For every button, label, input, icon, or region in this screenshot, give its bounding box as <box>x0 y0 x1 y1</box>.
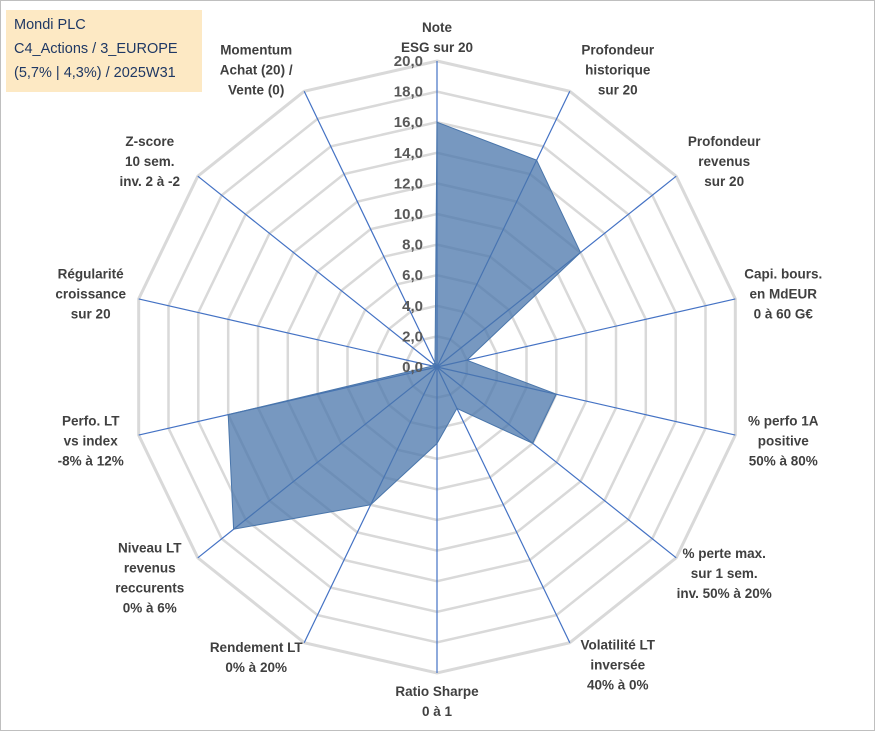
tick-label: 16,0 <box>394 114 423 131</box>
tick-label: 8,0 <box>402 237 423 254</box>
axis-label: Niveau LT <box>118 541 182 556</box>
axis-label: 10 sem. <box>125 154 175 169</box>
axis-label: sur 20 <box>704 174 744 189</box>
axis-label: Profondeur <box>688 134 761 149</box>
series-layer <box>227 121 582 530</box>
axis-label: -8% à 12% <box>58 453 124 468</box>
axis-label: 0 à 1 <box>422 704 453 719</box>
period-label: (5,7% | 4,3%) / 2025W31 <box>14 65 176 81</box>
tick-label: 0,0 <box>402 359 423 376</box>
tick-label: 20,0 <box>394 53 423 70</box>
axis-label: 40% à 0% <box>587 677 649 692</box>
axis-label: Profondeur <box>581 43 654 58</box>
tick-label: 12,0 <box>394 175 423 192</box>
tick-labels: 0,0 2,0 4,0 6,0 8,0 10,0 12,0 14,0 16,0 18,0 20,0 <box>394 53 423 376</box>
axis-spoke <box>436 298 736 368</box>
axis-label: inv. 2 à -2 <box>120 174 181 189</box>
company-name: Mondi PLC <box>14 17 86 33</box>
axis-spoke <box>303 91 438 368</box>
axis-label: 0% à 20% <box>225 660 287 675</box>
axis-label: revenus <box>698 154 750 169</box>
axis-label: croissance <box>55 287 126 302</box>
axis-labels: Note ESG sur 20 Profondeur historique sur 20… <box>55 20 822 719</box>
axis-label: Momentum <box>220 43 292 58</box>
axis-label: sur 1 sem. <box>691 566 758 581</box>
axis-label: Note <box>422 20 452 35</box>
axis-label: Achat (20) / <box>220 63 293 78</box>
category-label: C4_Actions / 3_EUROPE <box>14 41 178 57</box>
axis-label: Vente (0) <box>228 83 284 98</box>
tick-label: 2,0 <box>402 328 423 345</box>
info-box: Mondi PLC C4_Actions / 3_EUROPE (5,7% | … <box>6 10 202 92</box>
axis-label: Capi. bours. <box>744 267 822 282</box>
tick-label: 18,0 <box>394 84 423 101</box>
axis-label: 0% à 6% <box>123 601 177 616</box>
tick-label: 6,0 <box>402 267 423 284</box>
axis-label: inv. 50% à 20% <box>677 586 772 601</box>
axis-label: historique <box>585 63 651 78</box>
axis-spoke <box>436 366 571 643</box>
axis-spoke <box>197 175 438 368</box>
axis-label: sur 20 <box>598 83 638 98</box>
axis-label: Rendement LT <box>210 640 304 655</box>
axis-label: Perfo. LT <box>62 413 120 428</box>
axis-label: Régularité <box>58 267 125 282</box>
axis-label: Volatilité LT <box>581 637 656 652</box>
tick-label: 10,0 <box>394 206 423 223</box>
axis-label: 50% à 80% <box>749 453 818 468</box>
axis-label: positive <box>758 433 810 448</box>
axis-label: Z-score <box>125 134 174 149</box>
axis-spoke <box>138 298 438 368</box>
axis-label: ESG sur 20 <box>401 40 473 55</box>
series-area <box>227 121 582 530</box>
axis-label: en MdEUR <box>750 287 818 302</box>
axis-label: vs index <box>64 433 119 448</box>
axis-label: sur 20 <box>71 307 111 322</box>
axis-label: 0 à 60 G€ <box>754 307 814 322</box>
axis-label: inversée <box>590 657 645 672</box>
axis-label: % perfo 1A <box>748 413 819 428</box>
tick-label: 4,0 <box>402 298 423 315</box>
axis-label: % perte max. <box>683 546 766 561</box>
axis-label: reccurents <box>115 581 184 596</box>
axis-label: revenus <box>124 561 176 576</box>
axis-label: Ratio Sharpe <box>395 684 479 699</box>
tick-label: 14,0 <box>394 145 423 162</box>
